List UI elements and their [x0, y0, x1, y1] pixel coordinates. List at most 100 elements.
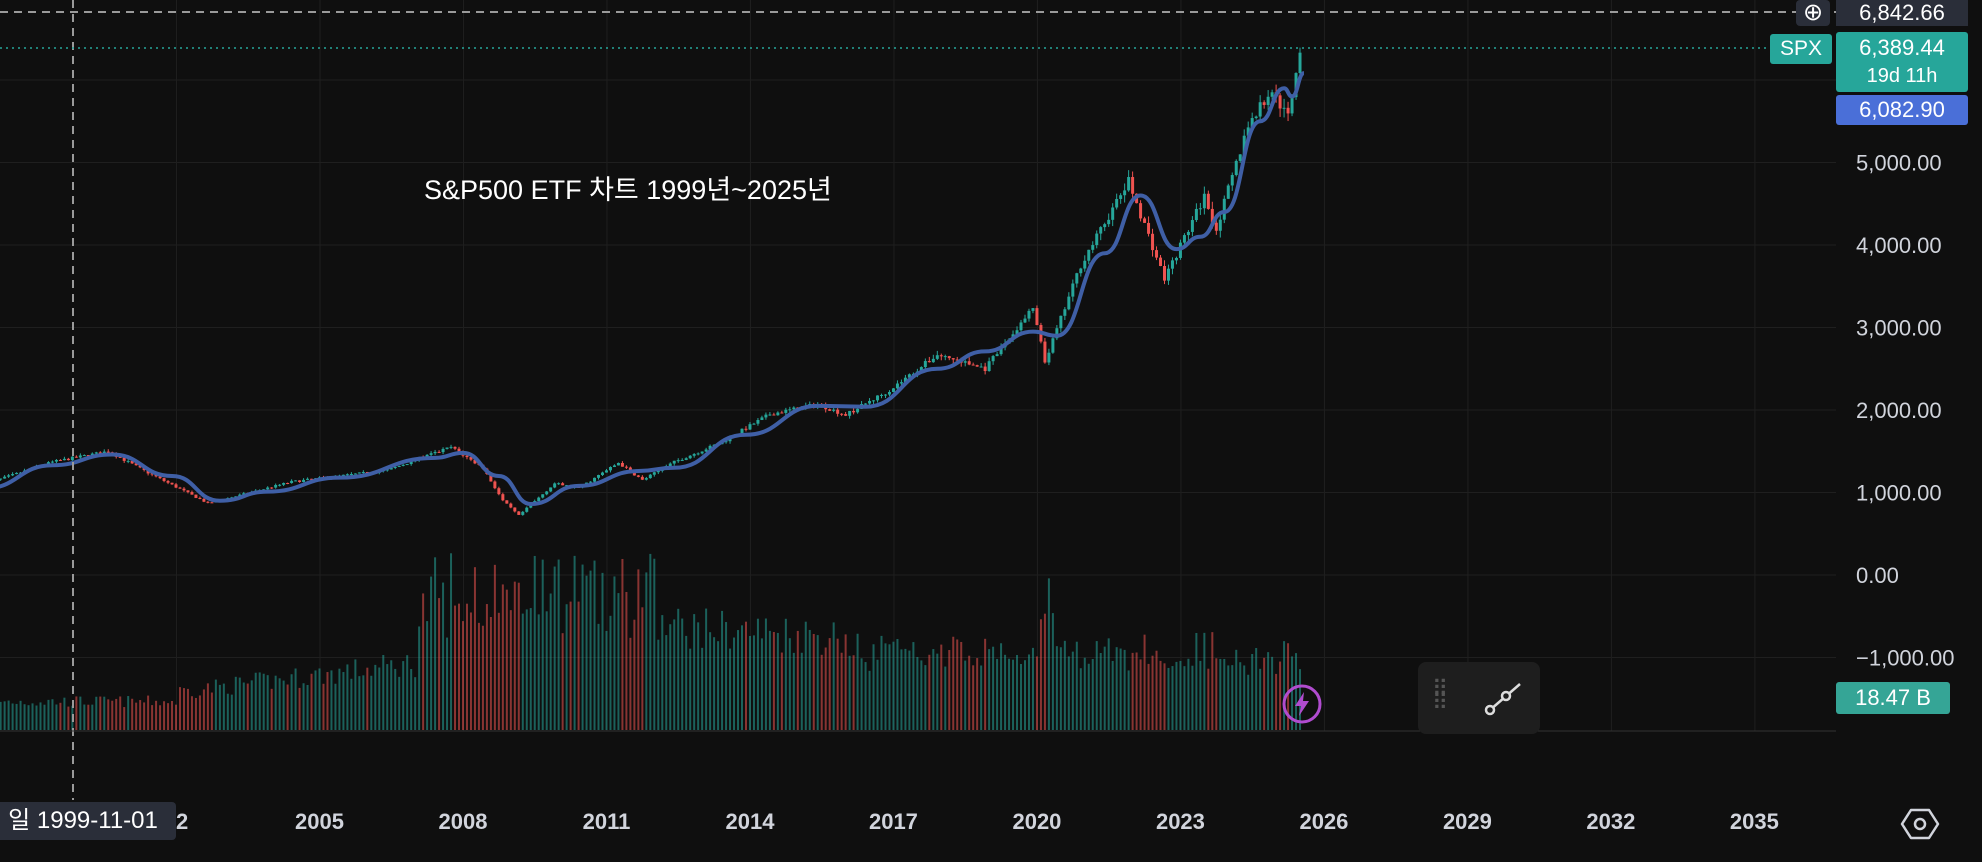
- candle-body: [1031, 308, 1035, 311]
- volume-bar: [693, 614, 696, 730]
- candle-body: [688, 455, 692, 459]
- candle-body: [704, 449, 708, 452]
- volume-bar: [1083, 657, 1086, 730]
- candle-body: [935, 355, 939, 359]
- candle-body: [465, 455, 469, 458]
- candle-body: [597, 475, 601, 478]
- volume-bar: [609, 615, 612, 730]
- volume-bar: [135, 702, 138, 730]
- volume-bar: [1063, 640, 1066, 730]
- volume-bar: [533, 555, 536, 730]
- candle-body: [1266, 96, 1270, 105]
- volume-bar: [1107, 638, 1110, 730]
- volume-bar: [748, 635, 751, 730]
- volume-bar: [382, 655, 385, 730]
- volume-bar: [932, 649, 935, 730]
- candle-body: [1151, 233, 1155, 251]
- x-tick-label: 2008: [439, 809, 488, 834]
- volume-bar: [832, 622, 835, 730]
- candle-body: [768, 414, 772, 416]
- volume-bar: [976, 658, 979, 730]
- candle-body: [286, 482, 290, 484]
- candle-body: [469, 457, 473, 460]
- candle-body: [1258, 102, 1262, 117]
- candle-body: [876, 395, 880, 401]
- volume-bar: [3, 701, 6, 730]
- volume-bar: [1235, 649, 1238, 730]
- volume-bar: [944, 666, 947, 730]
- candle-body: [1043, 341, 1047, 363]
- candle-body: [102, 451, 106, 454]
- candle-body: [493, 481, 497, 489]
- candle-body: [1194, 208, 1198, 221]
- volume-bar: [1247, 674, 1250, 730]
- volume-bar: [103, 696, 106, 730]
- volume-bar: [1203, 632, 1206, 730]
- candle-body: [1234, 160, 1238, 176]
- candle-body: [780, 412, 784, 414]
- candle-body: [82, 455, 86, 457]
- candle-body: [656, 470, 660, 473]
- moving-average-line: [0, 71, 1305, 507]
- candle-body: [668, 463, 672, 466]
- volume-bar: [545, 611, 548, 730]
- volume-bar: [1131, 652, 1134, 730]
- volume-bar: [1195, 632, 1198, 730]
- volume-bar: [1171, 666, 1174, 730]
- volume-bar: [717, 641, 720, 730]
- volume-bar: [792, 652, 795, 730]
- candle-body: [1103, 224, 1107, 228]
- volume-bar: [442, 582, 445, 730]
- candle-body: [1055, 328, 1059, 339]
- volume-bar: [127, 696, 130, 730]
- candle-body: [883, 394, 887, 396]
- candle-body: [864, 403, 868, 405]
- candlestick-series: [0, 47, 1302, 516]
- x-axis-labels: 02 2005 2008 2011 2014 2017 2020 2023 2026 2029 20…: [164, 809, 1779, 834]
- volume-bar: [7, 700, 10, 730]
- volume-bar: [525, 609, 528, 730]
- candle-body: [1083, 260, 1087, 269]
- candle-body: [130, 460, 134, 464]
- candle-body: [995, 354, 999, 357]
- volume-bar: [665, 635, 668, 730]
- volume-bar: [509, 610, 512, 730]
- volume-bar: [804, 621, 807, 730]
- candle-body: [979, 366, 983, 368]
- volume-bar: [354, 659, 357, 730]
- candle-body: [624, 466, 628, 468]
- candle-body: [1155, 250, 1159, 258]
- volume-bar: [1004, 654, 1007, 730]
- candle-body: [62, 458, 66, 461]
- volume-bar: [378, 667, 381, 730]
- plus-circle-icon[interactable]: ⊕: [1796, 0, 1830, 26]
- volume-bar: [346, 664, 349, 730]
- drag-grip-icon[interactable]: ⠿ ⠿: [1432, 676, 1449, 715]
- candle-body: [441, 448, 445, 453]
- candle-body: [1107, 219, 1111, 225]
- candle-body: [852, 410, 856, 413]
- lightning-icon[interactable]: [1282, 684, 1322, 724]
- trend-line-icon[interactable]: [1480, 678, 1528, 718]
- crosshair-price-label: 6,842.66: [1836, 0, 1968, 26]
- candle-body: [66, 458, 70, 461]
- candle-body: [1123, 190, 1127, 196]
- volume-bar: [1027, 654, 1030, 730]
- volume-bar: [1271, 656, 1274, 730]
- volume-bar: [581, 564, 584, 730]
- y-tick-label: 0.00: [1856, 563, 1899, 588]
- candle-body: [1254, 116, 1258, 119]
- volume-bar: [461, 621, 464, 730]
- volume-bar: [497, 612, 500, 730]
- volume-bar: [1111, 660, 1114, 730]
- candle-body: [401, 464, 405, 466]
- volume-bar: [501, 584, 504, 730]
- volume-bar: [1223, 658, 1226, 730]
- candle-body: [836, 409, 840, 414]
- volume-bar: [788, 638, 791, 730]
- candle-body: [1127, 177, 1131, 191]
- settings-hexagon-icon[interactable]: [1900, 804, 1940, 844]
- volume-bar: [888, 644, 891, 730]
- volume-bar: [892, 641, 895, 730]
